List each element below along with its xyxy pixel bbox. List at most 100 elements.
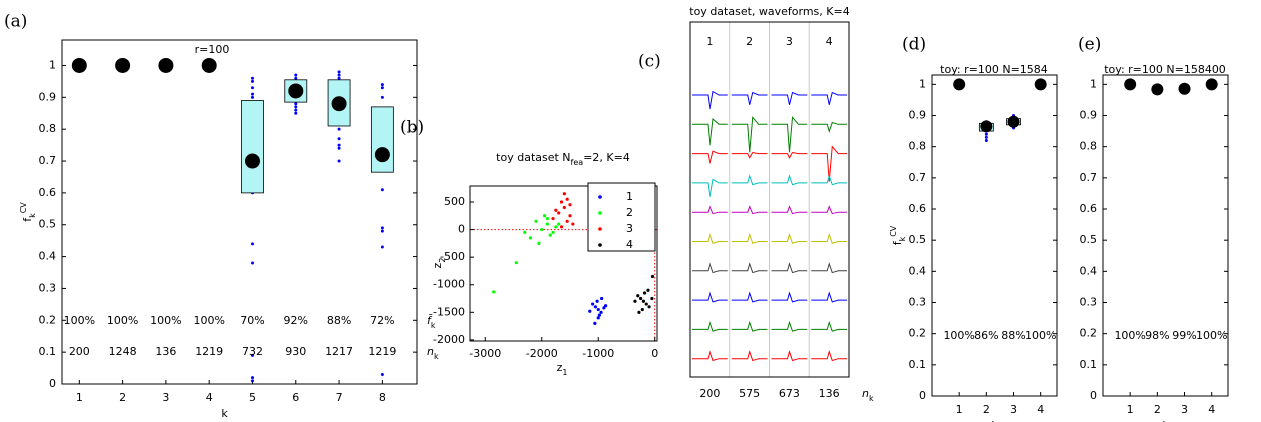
x-axis-label: k <box>1162 419 1169 422</box>
waveform <box>731 232 768 244</box>
data-point <box>337 137 341 141</box>
x-tick-label: 3 <box>1010 403 1017 416</box>
data-point <box>380 372 384 376</box>
legend-marker <box>598 227 602 231</box>
waveform <box>731 91 768 105</box>
x-tick-label: 4 <box>206 391 213 404</box>
waveform <box>692 291 728 303</box>
y-tick-label: 0.5 <box>909 233 927 246</box>
scatter-point <box>562 205 566 210</box>
scatter-point <box>633 299 637 303</box>
waveform <box>811 262 847 274</box>
data-point <box>337 70 341 74</box>
x-tick-label: 1 <box>76 391 83 404</box>
value-row-label-sub: k <box>431 321 436 330</box>
data-point <box>250 76 254 80</box>
scatter-point <box>602 306 606 310</box>
y-tick-label: 0.5 <box>1080 233 1098 246</box>
y-tick-label: 0.2 <box>1080 327 1098 340</box>
scatter-point <box>646 288 650 292</box>
count-row-label: nk <box>862 387 874 403</box>
mean-marker <box>1034 78 1047 91</box>
y-tick-label: 0.7 <box>909 171 927 184</box>
legend-label: 3 <box>626 222 633 235</box>
scatter-point <box>565 219 569 223</box>
waveform <box>692 178 728 197</box>
waveform <box>692 320 728 332</box>
value-label: 72% <box>370 314 394 327</box>
scatter-point <box>597 313 601 317</box>
axes-frame <box>1102 74 1229 397</box>
waveform <box>731 116 768 153</box>
value-row-label-base: f̄ <box>427 314 433 327</box>
value-label: 100% <box>1025 329 1056 342</box>
chart-title: toy: r=100 N=158400 <box>1104 63 1226 76</box>
mean-marker <box>980 120 993 133</box>
value-label: 100% <box>193 314 224 327</box>
y-tick-label: -1500 <box>433 305 465 318</box>
value-label: 100% <box>150 314 181 327</box>
waveform <box>771 232 808 244</box>
value-label: 88% <box>1001 329 1025 342</box>
data-point <box>294 108 298 112</box>
chart-title: toy dataset, waveforms, K=4 <box>689 5 849 18</box>
value-label: 100% <box>943 329 974 342</box>
y-axis-label-base: z <box>431 262 444 268</box>
x-tick-label: 6 <box>292 391 299 404</box>
scatter-point <box>568 203 572 207</box>
mean-marker <box>1124 78 1137 91</box>
waveform <box>771 205 808 215</box>
waveform <box>771 91 808 105</box>
scatter-point <box>554 208 558 212</box>
axes-frame <box>61 39 418 385</box>
waveform <box>811 121 847 133</box>
axes-frame <box>469 185 658 342</box>
legend-frame <box>587 182 656 252</box>
y-tick-label: 0.2 <box>909 327 927 340</box>
waveform <box>811 145 847 182</box>
data-point <box>337 159 341 163</box>
y-axis-label-sup: CV <box>889 225 898 237</box>
data-point <box>250 376 254 380</box>
y-axis-label-sub: k <box>898 236 907 241</box>
count-row-label: nk <box>427 345 439 361</box>
mean-marker <box>331 96 347 112</box>
scatter-point <box>559 200 564 204</box>
scatter-point <box>596 307 600 312</box>
data-point <box>337 73 341 77</box>
y-tick-label: 0.9 <box>909 109 927 122</box>
scatter-point <box>540 227 544 232</box>
x-axis-label: k <box>991 419 998 422</box>
y-axis-label: fkCV <box>889 225 907 245</box>
data-point <box>250 92 254 96</box>
value-label: 98% <box>1145 329 1169 342</box>
x-tick-label: 4 <box>1037 403 1044 416</box>
data-point <box>337 143 341 147</box>
data-point <box>294 76 298 80</box>
legend-marker <box>598 195 602 199</box>
scatter-point <box>641 299 646 303</box>
mean-marker <box>1178 82 1191 95</box>
scatter-point <box>595 299 599 303</box>
count-label: 1219 <box>368 345 396 358</box>
scatter-point <box>537 241 541 245</box>
y-tick-label: 500 <box>444 195 465 208</box>
y-axis-label-base: f <box>21 217 34 222</box>
y-tick-label: 0.4 <box>909 264 927 277</box>
chart-title-sub: fea <box>571 158 584 167</box>
waveform <box>692 118 728 146</box>
count-label: 200 <box>69 345 90 358</box>
legend-label: 4 <box>626 238 633 251</box>
y-tick-label: 0 <box>1090 389 1097 402</box>
chart-title-rest: =2, K=4 <box>583 151 630 164</box>
data-point <box>250 353 254 357</box>
data-point <box>250 95 254 99</box>
waveform <box>811 320 847 332</box>
x-tick-label: 1 <box>956 403 963 416</box>
mean-marker <box>71 57 87 73</box>
waveform <box>771 151 808 159</box>
waveform <box>811 291 847 303</box>
scatter-point <box>640 307 644 312</box>
scatter-point <box>565 197 569 201</box>
